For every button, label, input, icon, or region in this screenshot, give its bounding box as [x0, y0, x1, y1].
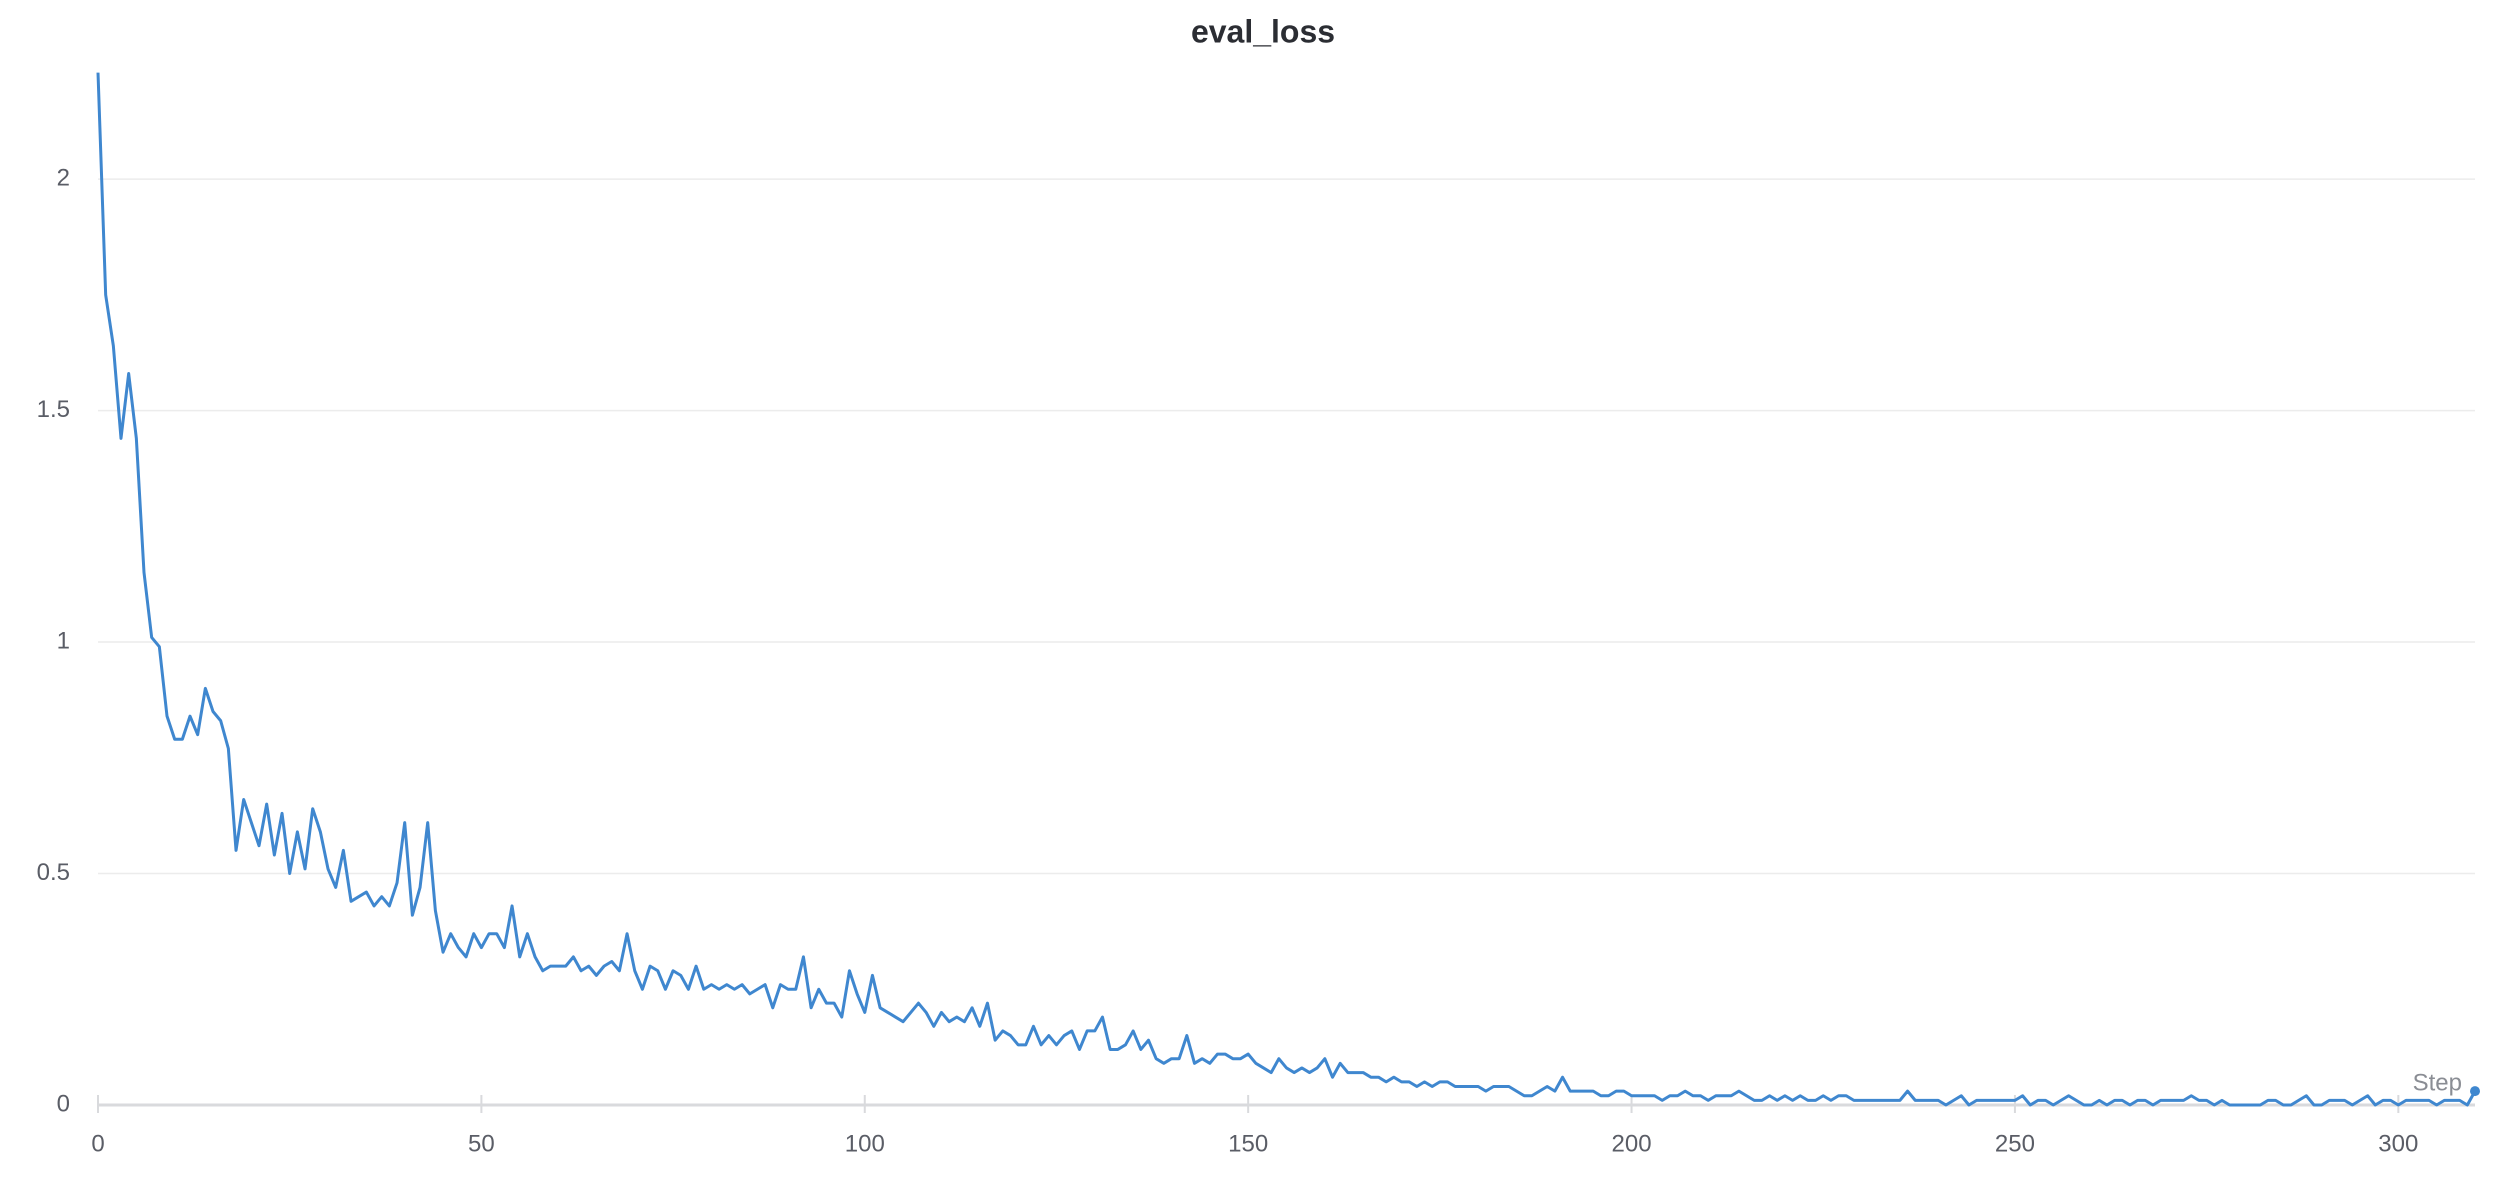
last-point	[2470, 1086, 2480, 1097]
x-tick-label: 250	[1995, 1130, 2035, 1157]
series-line	[96, 72, 2477, 1107]
y-tick-label: 1	[57, 627, 70, 654]
x-tick-label: 150	[1228, 1130, 1268, 1157]
y-tick-label: 2	[57, 164, 70, 191]
x-tick-label: 200	[1612, 1130, 1652, 1157]
y-tick-label: 0.5	[37, 859, 70, 886]
x-tick-label: 50	[468, 1130, 495, 1157]
y-tick-label: 0	[57, 1090, 70, 1117]
y-tick-label: 1.5	[37, 396, 70, 423]
chart-title: eval_loss	[1191, 13, 1335, 49]
x-tick-label: 100	[845, 1130, 885, 1157]
x-axis-label: Step	[2413, 1069, 2462, 1096]
x-tick-label: 0	[91, 1130, 104, 1157]
x-tick-label: 300	[2378, 1130, 2418, 1157]
